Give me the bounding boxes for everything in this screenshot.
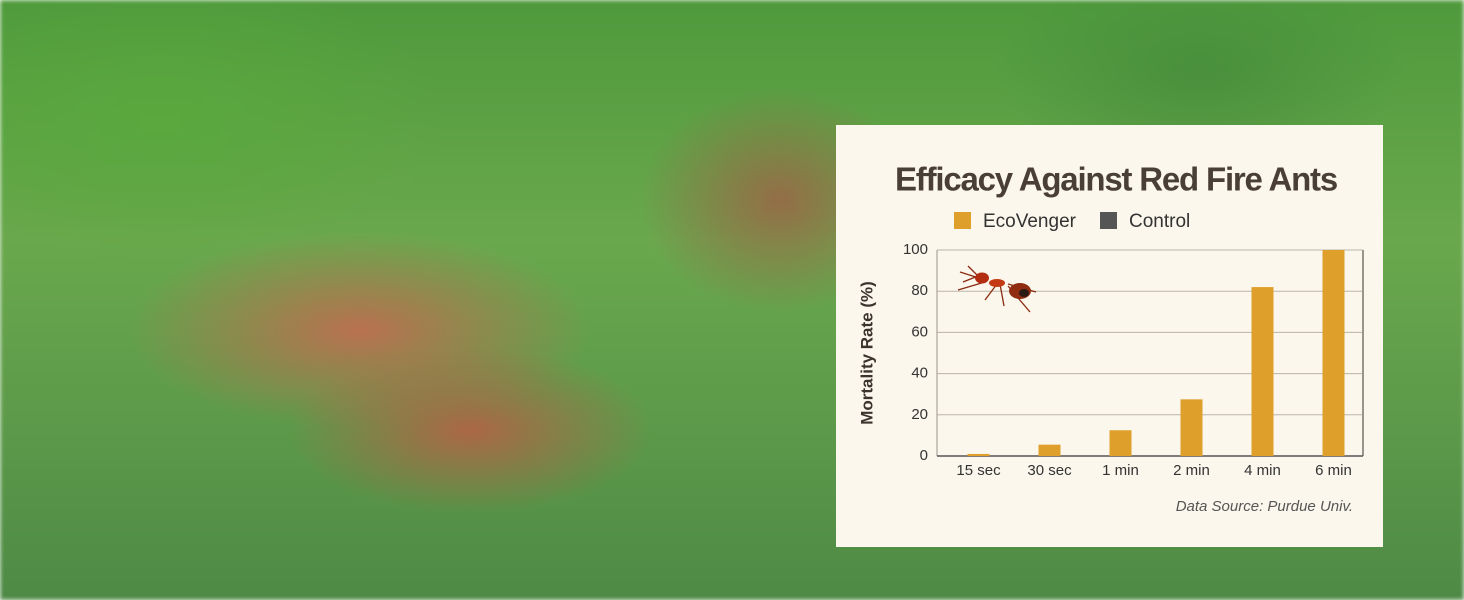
y-tick-label: 0 bbox=[920, 447, 928, 464]
legend-label: Control bbox=[1129, 211, 1190, 232]
y-tick-label: 20 bbox=[911, 406, 928, 423]
x-tick-label: 15 sec bbox=[956, 462, 1001, 479]
bar bbox=[1038, 444, 1061, 456]
bar bbox=[1109, 430, 1132, 456]
legend-swatch bbox=[1100, 212, 1117, 229]
legend-swatch bbox=[954, 212, 971, 229]
bar bbox=[967, 453, 990, 456]
bar bbox=[1251, 287, 1274, 456]
chart-panel bbox=[836, 125, 1383, 547]
x-tick-label: 6 min bbox=[1315, 462, 1352, 479]
x-tick-label: 1 min bbox=[1102, 462, 1139, 479]
y-tick-label: 40 bbox=[911, 365, 928, 382]
y-tick-label: 80 bbox=[911, 282, 928, 299]
ant-illustration bbox=[957, 265, 1037, 313]
source-note: Data Source: Purdue Univ. bbox=[1176, 498, 1353, 515]
y-tick-label: 100 bbox=[903, 241, 928, 258]
bar bbox=[1180, 399, 1203, 456]
y-axis-label: Mortality Rate (%) bbox=[857, 281, 876, 425]
x-tick-label: 30 sec bbox=[1027, 462, 1072, 479]
x-tick-label: 4 min bbox=[1244, 462, 1281, 479]
legend-label: EcoVenger bbox=[983, 211, 1077, 232]
bar bbox=[1322, 250, 1345, 456]
y-tick-label: 60 bbox=[911, 323, 928, 340]
chart-title: Efficacy Against Red Fire Ants bbox=[895, 161, 1337, 198]
x-tick-label: 2 min bbox=[1173, 462, 1210, 479]
